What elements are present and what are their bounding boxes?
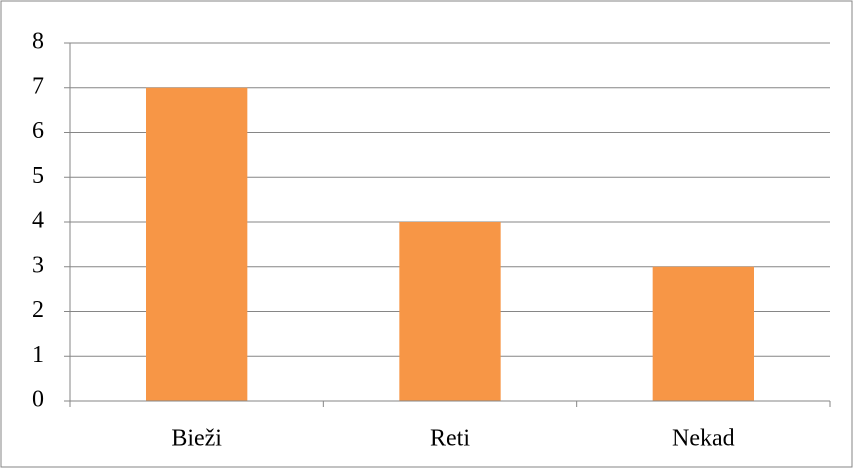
- y-tick-label: 5: [32, 163, 44, 189]
- bar: [146, 87, 248, 401]
- y-tick-label: 0: [32, 387, 44, 413]
- y-tick-label: 3: [32, 252, 44, 278]
- x-tick-label: Nekad: [672, 426, 735, 452]
- y-tick-label: 6: [32, 118, 44, 144]
- bar: [399, 222, 501, 401]
- y-tick-label: 4: [32, 208, 44, 234]
- y-tick-label: 2: [32, 297, 44, 323]
- y-tick-label: 7: [32, 73, 44, 99]
- x-tick-label: Reti: [430, 426, 470, 452]
- bar: [652, 266, 754, 401]
- x-tick-label: Bieži: [171, 426, 222, 452]
- y-tick-label: 1: [32, 342, 44, 368]
- y-tick-label: 8: [32, 29, 44, 55]
